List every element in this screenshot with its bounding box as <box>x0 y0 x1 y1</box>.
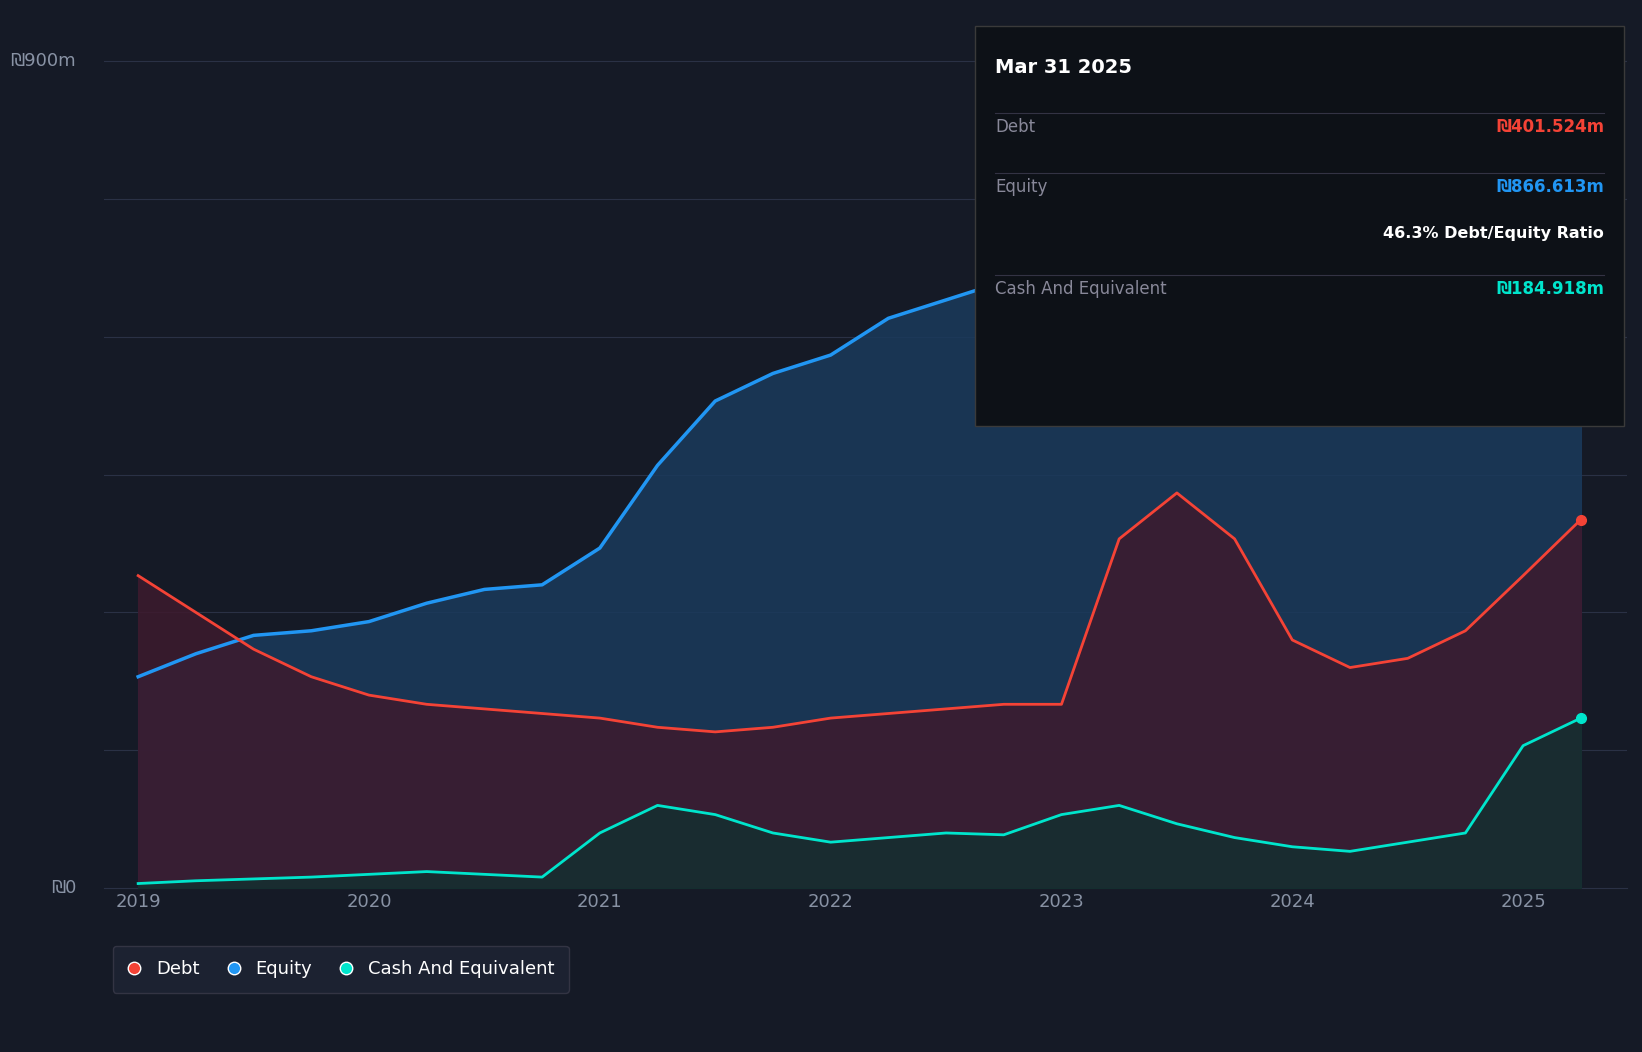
Text: 46.3% Debt/Equity Ratio: 46.3% Debt/Equity Ratio <box>1383 226 1604 241</box>
Text: Mar 31 2025: Mar 31 2025 <box>995 58 1131 77</box>
Text: Debt: Debt <box>995 118 1034 136</box>
Text: ₪900m: ₪900m <box>10 52 76 69</box>
Text: Cash And Equivalent: Cash And Equivalent <box>995 280 1167 298</box>
Legend: Debt, Equity, Cash And Equivalent: Debt, Equity, Cash And Equivalent <box>113 946 570 993</box>
Text: ₪0: ₪0 <box>51 879 76 897</box>
Text: Equity: Equity <box>995 178 1048 196</box>
Text: ₪866.613m: ₪866.613m <box>1496 178 1604 196</box>
Text: ₪401.524m: ₪401.524m <box>1496 118 1604 136</box>
Text: ₪184.918m: ₪184.918m <box>1496 280 1604 298</box>
